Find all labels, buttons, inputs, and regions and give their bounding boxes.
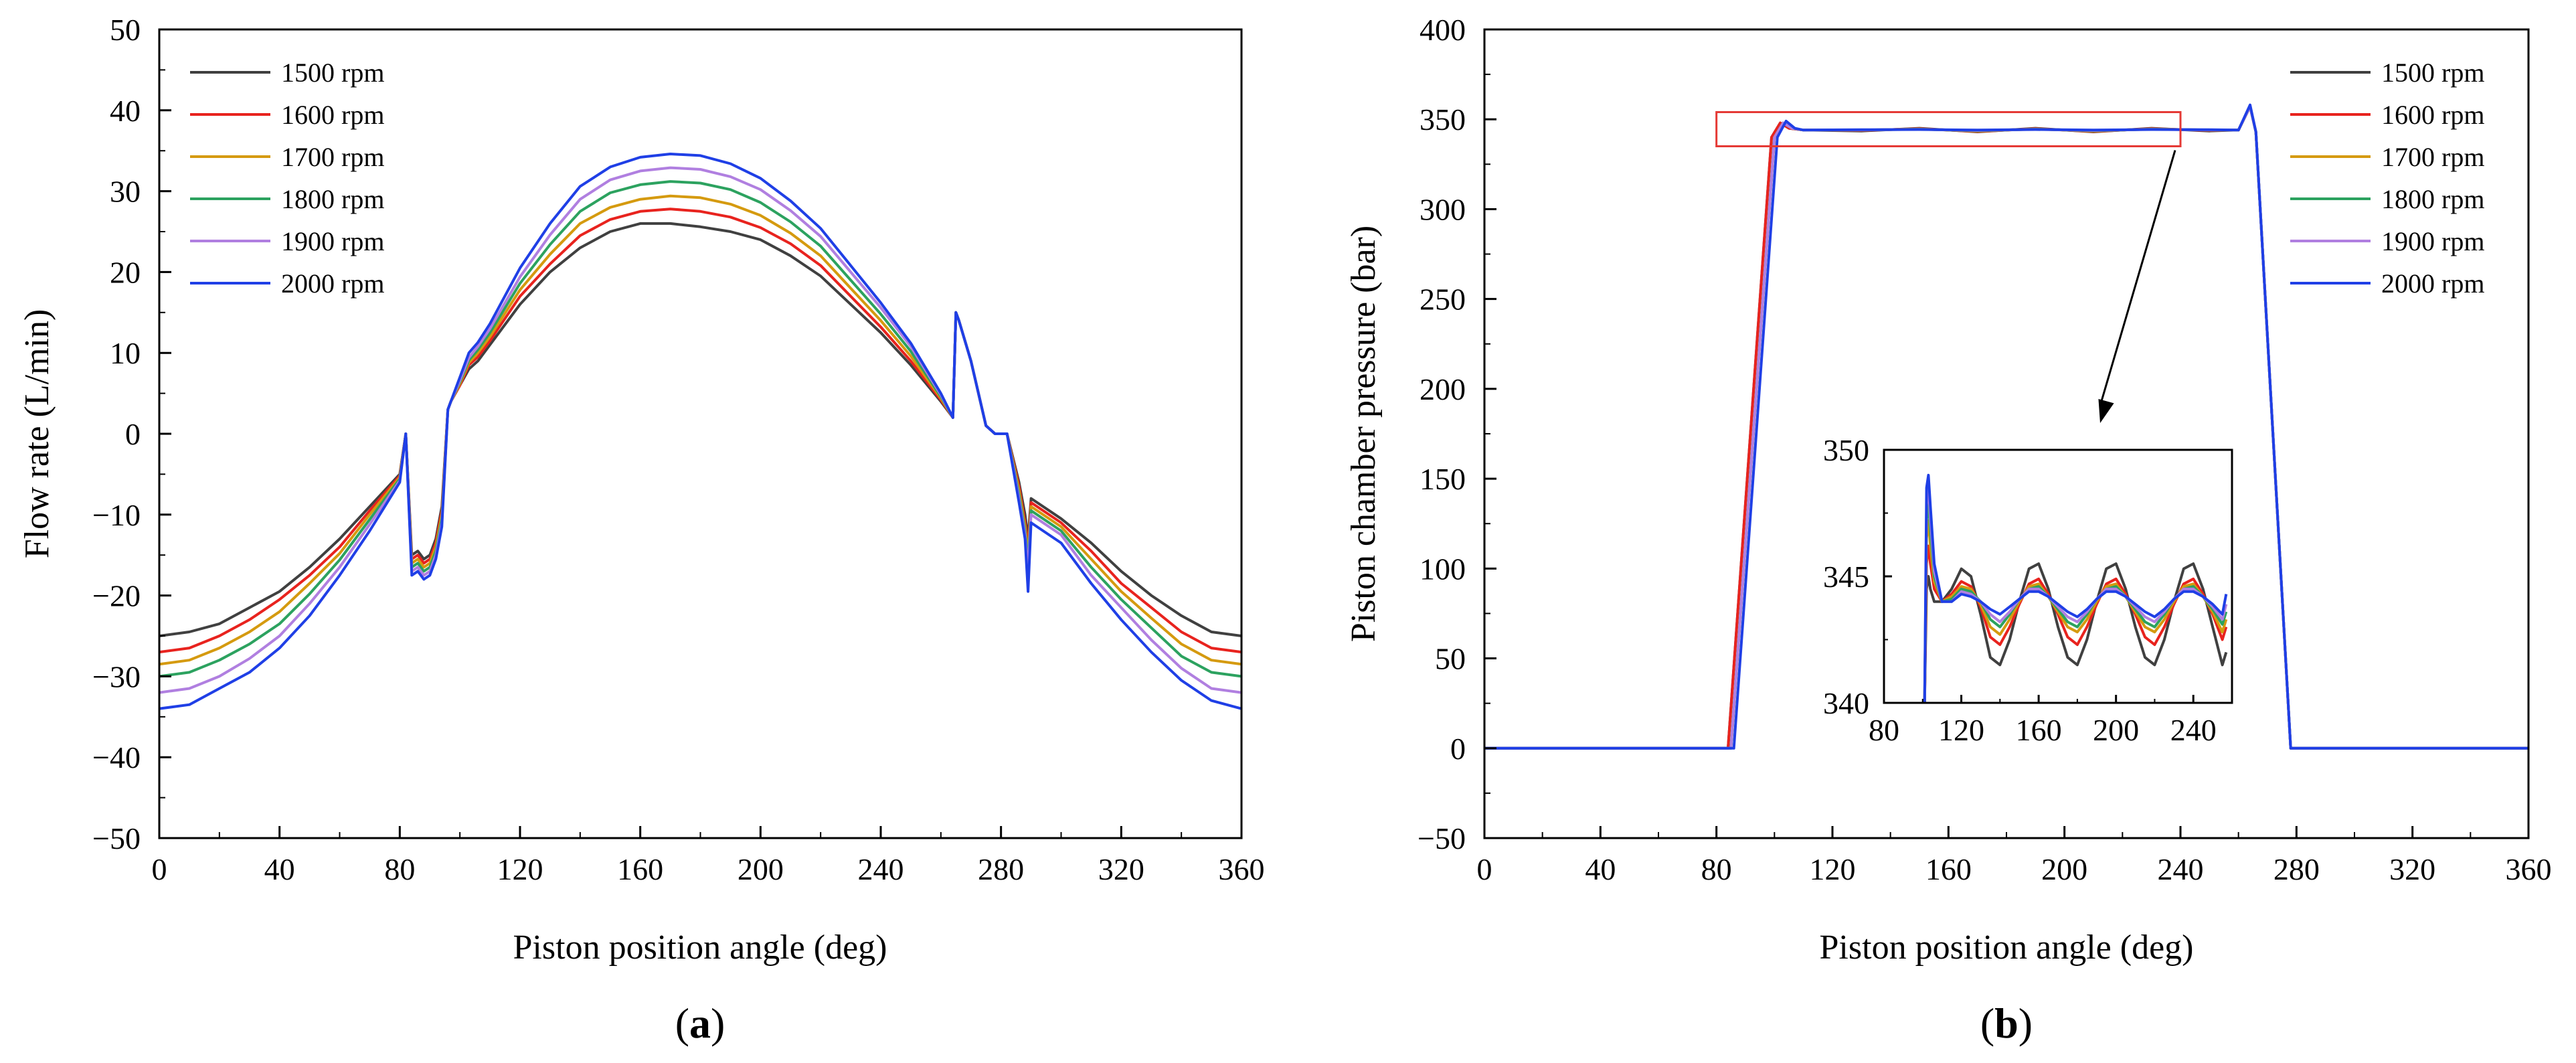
zoom-arrow-head (2098, 399, 2114, 423)
panel-b-x-tick-label: 0 (1477, 852, 1492, 886)
panel-b-x-tick-label: 160 (1925, 852, 1972, 886)
panel-a-series-2000-rpm (159, 153, 1241, 710)
panel-a-y-tick-label: 20 (110, 255, 141, 289)
panel-a-legend-label: 1600 rpm (281, 100, 384, 130)
panel-b-x-tick-label: 320 (2389, 852, 2435, 886)
inset-axis-ticks: 80 120 160 200 240 340 345 350 (1823, 433, 2217, 747)
inset-x-tick-label: 160 (2016, 713, 2062, 747)
panel-b-legend-label: 1500 rpm (2381, 58, 2484, 88)
panel-a-y-axis-title: Flow rate (L/min) (18, 309, 56, 559)
panel-a-legend-label: 1900 rpm (281, 226, 384, 256)
panel-a-letter: a (689, 999, 711, 1047)
panel-a-x-tick-label: 160 (617, 852, 663, 886)
panel-a-x-tick-label: 360 (1219, 852, 1265, 886)
panel-a-y-tick-label: −40 (92, 740, 141, 774)
panel-a-x-tick-label: 80 (384, 852, 415, 886)
panel-a-x-tick-label: 120 (497, 852, 543, 886)
panel-a-y-tick-label: −30 (92, 659, 141, 693)
inset-series-2000-rpm (1923, 473, 2228, 703)
panel-b-legend-label: 2000 rpm (2381, 268, 2484, 299)
panel-a-y-tick-label: −10 (92, 498, 141, 532)
zoom-region-box (1715, 110, 2182, 147)
panel-b-y-tick-label: 200 (1420, 372, 1466, 406)
panel-a-x-tick-label: 240 (858, 852, 904, 886)
panel-a-legend-label: 1700 rpm (281, 142, 384, 172)
panel-a-y-tick-label: 50 (110, 13, 141, 47)
panel-a-x-tick-label: 0 (152, 852, 167, 886)
panel-b-y-tick-label: 300 (1420, 192, 1466, 226)
panel-b-x-tick-label: 120 (1810, 852, 1856, 886)
panel-a-y-tick-label: 30 (110, 175, 141, 209)
panel-a-flow-rate-chart: 0 40 80 120 160 200 240 280 320 360−50−40−30−20−1… (18, 13, 1265, 1047)
panel-a-x-tick-label: 40 (264, 852, 295, 886)
panel-b-x-axis-title: Piston position angle (deg) (1820, 928, 2194, 967)
panel-a-y-tick-label: −50 (92, 821, 141, 855)
panel-b-legend-label: 1800 rpm (2381, 184, 2484, 214)
inset-x-tick-label: 200 (2093, 713, 2139, 747)
panel-a-y-tick-label: 0 (125, 417, 141, 451)
panel-b-label: (b) (1980, 999, 2033, 1047)
panel-b-y-tick-label: 100 (1420, 552, 1466, 586)
panel-a-legend-label: 2000 rpm (281, 268, 384, 299)
inset-zoom-chart: 80 120 160 200 240 340 345 350 (1823, 433, 2233, 747)
panel-b-x-tick-label: 280 (2273, 852, 2320, 886)
panel-b-x-tick-label: 360 (2506, 852, 2552, 886)
panel-b-x-tick-label: 40 (1585, 852, 1616, 886)
panel-a-y-tick-label: 10 (110, 336, 141, 370)
panel-b-legend-label: 1900 rpm (2381, 226, 2484, 256)
panel-b-axis-ticks: 0 40 80 120 160 200 240 280 320 360 −50 0 50 100 150 20… (1418, 13, 2551, 886)
panel-a-label: (a) (675, 999, 725, 1047)
inset-series-lines (1923, 473, 2228, 703)
panel-a-legend-label: 1500 rpm (281, 58, 384, 88)
panel-a-legend-label: 1800 rpm (281, 184, 384, 214)
panel-b-x-tick-label: 80 (1701, 852, 1732, 886)
panel-b-y-tick-label: 400 (1420, 13, 1466, 47)
panel-a-x-tick-label: 320 (1098, 852, 1144, 886)
inset-x-tick-label: 80 (1869, 713, 1899, 747)
zoom-arrow (2099, 150, 2176, 406)
panel-b-legend-label: 1600 rpm (2381, 100, 2484, 130)
panel-b-legend: 1500 rpm 1600 rpm 1700 rpm 1800 rpm 1900 rpm… (2290, 58, 2484, 299)
panel-b-y-tick-label: 350 (1420, 102, 1466, 137)
panel-a-legend: 1500 rpm 1600 rpm 1700 rpm 1800 rpm 1900 rpm… (190, 58, 384, 299)
panel-a-y-tick-label: 40 (110, 94, 141, 128)
inset-x-tick-label: 240 (2170, 713, 2217, 747)
panel-a-y-tick-label: −20 (92, 579, 141, 613)
panel-a-x-tick-label: 200 (738, 852, 784, 886)
panel-b-y-tick-label: 0 (1450, 732, 1466, 766)
inset-y-tick-label: 350 (1823, 433, 1869, 467)
panel-a-x-tick-label: 280 (978, 852, 1024, 886)
inset-y-tick-label: 345 (1823, 560, 1869, 594)
inset-y-tick-label: 340 (1823, 686, 1869, 720)
panel-b-x-tick-label: 200 (2041, 852, 2087, 886)
panel-b-y-axis-title: Piston chamber pressure (bar) (1345, 226, 1383, 642)
panel-a-x-axis-title: Piston position angle (deg) (513, 928, 887, 967)
panel-b-y-tick-label: 50 (1435, 642, 1466, 676)
panel-a-axis-ticks: 0 40 80 120 160 200 240 280 320 360−50−40−30−20−1… (92, 13, 1264, 886)
panel-b-x-tick-label: 240 (2158, 852, 2204, 886)
inset-x-tick-label: 120 (1938, 713, 1984, 747)
panel-b-legend-label: 1700 rpm (2381, 142, 2484, 172)
panel-b-series-2000-rpm (1484, 103, 2528, 750)
panel-a-series-lines (159, 153, 1241, 710)
panel-b-y-tick-label: 150 (1420, 462, 1466, 496)
panel-b-pressure-chart: 0 40 80 120 160 200 240 280 320 360 −50 0 50 100 150 20… (1345, 13, 2552, 1047)
panel-b-y-tick-label: −50 (1418, 821, 1466, 855)
panel-b-letter: b (1994, 999, 2019, 1047)
panel-b-series-lines (1484, 103, 2528, 750)
panel-b-y-tick-label: 250 (1420, 282, 1466, 317)
